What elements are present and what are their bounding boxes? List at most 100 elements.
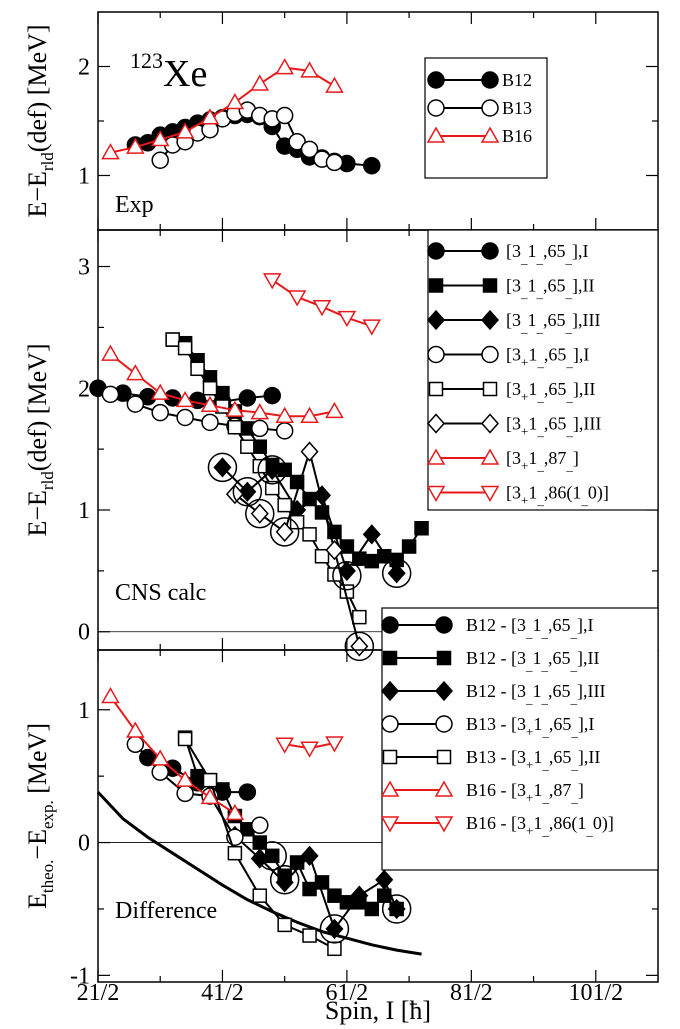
legend-marker-b-4 bbox=[482, 381, 498, 397]
point-6-2 bbox=[150, 383, 170, 400]
point-2-5 bbox=[350, 885, 369, 906]
circled-point-2 bbox=[245, 498, 275, 529]
legend-marker-a-2 bbox=[426, 126, 446, 143]
point-4-12 bbox=[314, 549, 330, 564]
point-4-11 bbox=[302, 527, 317, 542]
point-2-9 bbox=[325, 76, 344, 93]
legend-marker-b-0 bbox=[481, 242, 499, 260]
legend-marker-b-2 bbox=[434, 680, 454, 702]
point-4-4 bbox=[277, 917, 292, 933]
point-5-5 bbox=[350, 636, 369, 657]
series-1 bbox=[177, 730, 404, 917]
point-6-0 bbox=[275, 737, 294, 754]
legend-marker-b-3 bbox=[435, 715, 453, 733]
y-tick-label-0: 0 bbox=[78, 620, 90, 646]
point-1-20 bbox=[414, 521, 429, 536]
x-tick-label-4: 101/2 bbox=[568, 980, 623, 1006]
legend-marker-b-3 bbox=[481, 345, 499, 364]
legend-marker-a-1 bbox=[428, 278, 444, 293]
legend-marker-a-6 bbox=[426, 448, 446, 465]
point-5-2 bbox=[150, 749, 170, 766]
y-tick-label-2: 2 bbox=[78, 376, 90, 402]
legend-label-2: B12 - [3_1_,65_],III bbox=[466, 681, 605, 706]
legend-marker-a-2 bbox=[426, 309, 446, 331]
point-5-0 bbox=[225, 484, 244, 505]
legend-marker-a-4 bbox=[382, 749, 398, 765]
series-line-2 bbox=[110, 66, 335, 154]
legend-label-1: [3_1_,65_],II bbox=[506, 276, 594, 301]
series-line-4 bbox=[172, 338, 361, 618]
top-annotation: Exp bbox=[115, 192, 154, 218]
point-2-7 bbox=[275, 58, 294, 75]
point-4-15 bbox=[352, 609, 367, 625]
point-1-7 bbox=[252, 439, 268, 454]
isotope-symbol: Xe bbox=[163, 53, 207, 95]
point-6-0 bbox=[101, 344, 120, 361]
point-3-1 bbox=[151, 763, 169, 781]
point-1-1 bbox=[190, 768, 205, 784]
point-3-5 bbox=[251, 816, 269, 835]
point-5-4 bbox=[325, 540, 344, 561]
point-0-18 bbox=[363, 156, 381, 175]
point-2-0 bbox=[101, 143, 120, 160]
point-4-3 bbox=[252, 888, 268, 903]
circled-point-6 bbox=[344, 631, 375, 662]
legend-label-6: B16 - [3+1_,86(1_0)] bbox=[466, 813, 614, 838]
top-ylabel: E−Erld(def) [MeV] bbox=[23, 24, 57, 217]
point-7-3 bbox=[337, 310, 357, 328]
point-4-6 bbox=[240, 439, 255, 454]
point-1-10 bbox=[275, 106, 294, 125]
point-5-1 bbox=[250, 503, 269, 524]
legend-marker-a-0 bbox=[381, 616, 399, 634]
legend-marker-b-0 bbox=[435, 616, 453, 634]
legend-marker-a-6 bbox=[380, 816, 400, 833]
point-2-6 bbox=[375, 869, 394, 890]
point-5-0 bbox=[101, 686, 120, 704]
middle-annotation: CNS calc bbox=[115, 580, 206, 606]
series-2 bbox=[213, 457, 406, 584]
point-2-1 bbox=[250, 848, 269, 869]
legend-label-1: B13 bbox=[502, 98, 532, 118]
point-3-7 bbox=[275, 422, 294, 440]
series-5 bbox=[101, 686, 245, 821]
point-1-4 bbox=[215, 385, 230, 401]
point-2-1 bbox=[238, 481, 257, 502]
point-0-6 bbox=[238, 389, 257, 407]
bottom-ylabel: Etheo.−Eexp. [MeV] bbox=[23, 723, 57, 909]
y-tick-label-0: 1 bbox=[78, 164, 90, 190]
point-4-1 bbox=[177, 340, 193, 356]
point-1-15 bbox=[364, 901, 380, 917]
point-3-3 bbox=[176, 408, 194, 427]
middle-legend-box bbox=[427, 229, 659, 511]
point-4-8 bbox=[264, 480, 280, 496]
legend-marker-a-2 bbox=[380, 680, 400, 702]
legend-marker-a-5 bbox=[380, 780, 400, 797]
y-tick-label-1: 2 bbox=[78, 55, 90, 81]
point-2-0 bbox=[213, 457, 232, 478]
x-tick-label-2: 61/2 bbox=[326, 980, 369, 1006]
legend-label-2: B16 bbox=[502, 126, 532, 146]
legend-marker-a-1 bbox=[427, 99, 445, 117]
legend-label-3: [3+1_,65_],I bbox=[506, 345, 589, 370]
point-1-19 bbox=[401, 539, 417, 554]
point-6-1 bbox=[300, 741, 319, 758]
point-2-5 bbox=[225, 92, 245, 110]
legend-marker-a-0 bbox=[427, 242, 445, 260]
legend-marker-b-5 bbox=[434, 780, 454, 797]
point-5-4 bbox=[200, 787, 220, 805]
series-1 bbox=[151, 101, 344, 172]
point-2-4 bbox=[200, 108, 220, 125]
point-3-2 bbox=[176, 784, 194, 803]
point-4-6 bbox=[327, 941, 342, 957]
legend-label-6: [3+1_,87_] bbox=[506, 448, 579, 473]
legend-marker-a-3 bbox=[427, 345, 445, 364]
series-2 bbox=[101, 58, 344, 160]
legend-marker-b-4 bbox=[436, 749, 452, 765]
point-4-2 bbox=[227, 845, 243, 861]
legend-marker-b-1 bbox=[482, 278, 498, 293]
legend-marker-b-6 bbox=[434, 816, 454, 833]
point-4-0 bbox=[165, 332, 180, 347]
point-7-0 bbox=[262, 273, 282, 290]
